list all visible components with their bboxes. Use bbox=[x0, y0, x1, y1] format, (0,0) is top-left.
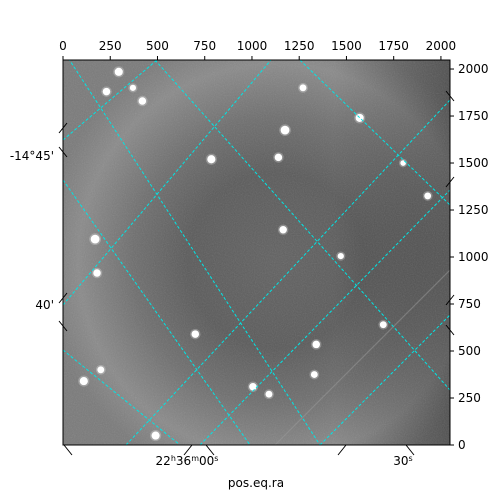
star bbox=[151, 431, 160, 440]
star bbox=[191, 330, 200, 338]
y-tick-label: 2000 bbox=[458, 62, 489, 76]
star bbox=[138, 97, 147, 105]
grid-line bbox=[63, 60, 158, 141]
x-tick-label: 1500 bbox=[331, 39, 362, 53]
y-tick-label: 750 bbox=[458, 297, 481, 311]
grid-line bbox=[63, 60, 272, 306]
grid-line bbox=[125, 99, 450, 445]
y-tick-label: 1500 bbox=[458, 156, 489, 170]
star bbox=[312, 340, 320, 349]
grid-line bbox=[154, 60, 450, 391]
satellite-trail bbox=[274, 269, 450, 445]
y-tick-label: 500 bbox=[458, 344, 481, 358]
y-tick-label: 1000 bbox=[458, 250, 489, 264]
star bbox=[249, 382, 257, 391]
world-tick bbox=[58, 122, 68, 134]
ra-tick-label: 22h36m00s bbox=[156, 454, 219, 469]
star bbox=[379, 321, 387, 329]
sky-image bbox=[63, 60, 450, 445]
star bbox=[90, 234, 100, 244]
grid-line bbox=[68, 60, 321, 445]
star bbox=[207, 155, 216, 164]
star bbox=[102, 87, 111, 96]
x-tick-label: 2000 bbox=[426, 39, 457, 53]
y-tick-label: 250 bbox=[458, 391, 481, 405]
x-tick-label: 1750 bbox=[378, 39, 409, 53]
world-tick bbox=[337, 444, 347, 456]
world-tick bbox=[405, 444, 415, 456]
world-tick bbox=[445, 176, 455, 188]
star bbox=[337, 252, 344, 260]
star bbox=[299, 84, 307, 92]
pixel-ticks: 0 250 500 750 1000 1250 1500 1750 2000 0 250 500 750… bbox=[59, 39, 488, 452]
grid-line bbox=[63, 179, 251, 445]
dec-tick-label: 40' bbox=[35, 298, 54, 312]
world-tick bbox=[58, 320, 68, 332]
grid-line bbox=[199, 189, 450, 445]
x-tick-label: 1000 bbox=[237, 39, 268, 53]
world-ticks: 22h36m00s 30s -14°45' 40' bbox=[10, 90, 455, 469]
star bbox=[265, 390, 273, 398]
y-tick-label: 1750 bbox=[458, 109, 489, 123]
star bbox=[97, 366, 105, 374]
star bbox=[79, 377, 88, 386]
x-tick-label: 250 bbox=[99, 39, 122, 53]
world-tick bbox=[205, 444, 215, 456]
star bbox=[93, 269, 101, 277]
star bbox=[280, 125, 290, 135]
world-tick bbox=[63, 444, 73, 456]
world-tick bbox=[445, 90, 455, 102]
world-tick bbox=[183, 444, 193, 456]
world-tick bbox=[58, 292, 68, 304]
y-tick-label: 1250 bbox=[458, 203, 489, 217]
star bbox=[114, 67, 123, 76]
x-tick-label: 0 bbox=[59, 39, 67, 53]
world-tick bbox=[445, 294, 455, 306]
coordinate-grid bbox=[63, 60, 450, 445]
x-tick-label: 750 bbox=[193, 39, 216, 53]
y-tick-label: 0 bbox=[458, 438, 466, 452]
star bbox=[129, 84, 137, 91]
grid-line bbox=[319, 314, 450, 445]
sky-noise bbox=[63, 60, 450, 445]
world-tick bbox=[58, 146, 68, 158]
x-tick-label: 1250 bbox=[284, 39, 315, 53]
star bbox=[279, 225, 287, 234]
star bbox=[310, 371, 318, 378]
ra-tick-label: 30s bbox=[393, 454, 412, 469]
grid-line bbox=[63, 349, 181, 445]
star bbox=[274, 153, 283, 162]
x-axis-label: pos.eq.ra bbox=[228, 476, 284, 490]
plot-frame bbox=[62, 59, 451, 446]
star bbox=[424, 192, 432, 200]
x-tick-label: 500 bbox=[146, 39, 169, 53]
world-tick bbox=[445, 324, 455, 336]
dec-tick-label: -14°45' bbox=[10, 149, 54, 163]
stars bbox=[78, 66, 433, 442]
